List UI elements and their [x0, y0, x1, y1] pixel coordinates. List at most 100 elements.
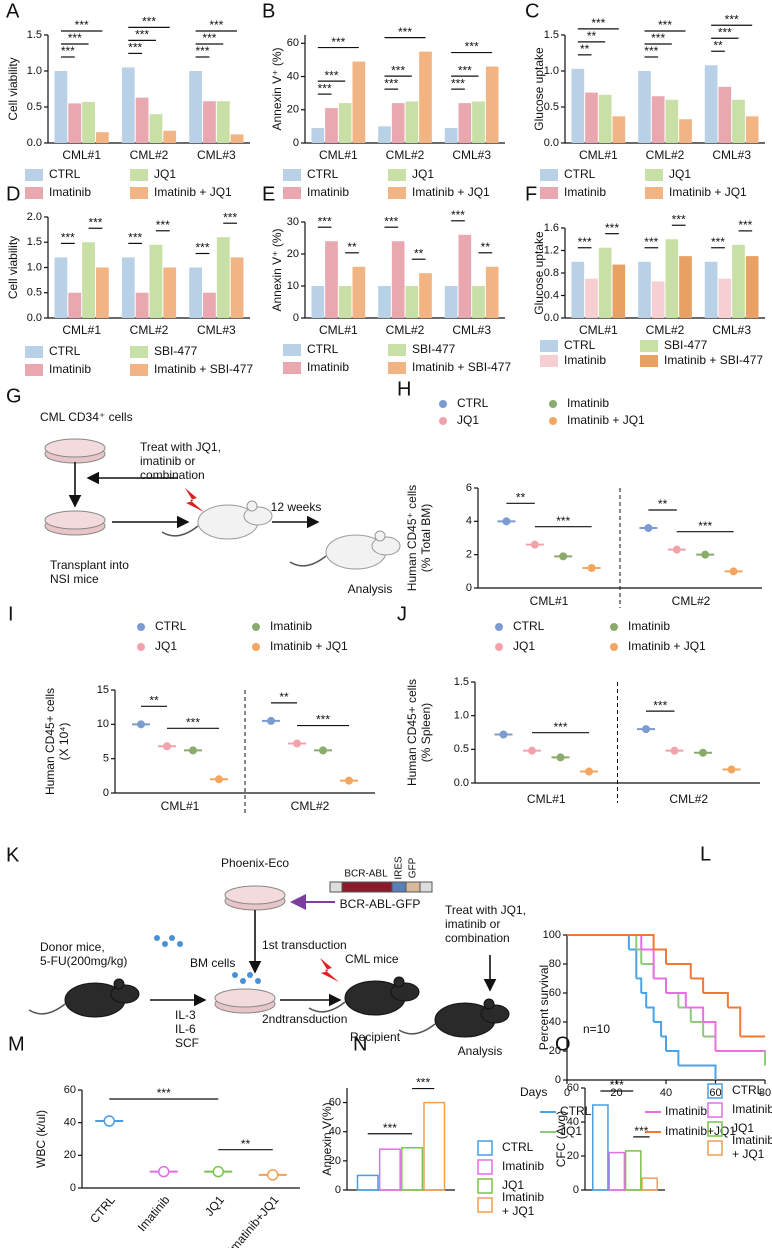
significance-label: ***: [157, 1086, 171, 1100]
x-axis-label: Days: [520, 1085, 547, 1099]
legend-label: JQ1: [412, 167, 434, 181]
significance-label: ***: [711, 235, 725, 249]
significance-label: ***: [384, 214, 398, 228]
bar: [54, 257, 68, 318]
significance-label: ***: [61, 231, 75, 245]
bar: [68, 292, 82, 318]
x-tick-label: JQ1: [202, 1193, 227, 1219]
legend-label: CTRL: [502, 1140, 534, 1154]
legend-label: Imatinib: [307, 185, 349, 199]
dish: [224, 885, 286, 911]
x-tick-label: CML#1: [319, 323, 358, 337]
legend-label: JQ1: [155, 639, 177, 653]
legend-swatch: [439, 400, 447, 408]
y-tick-label: 0: [555, 1074, 561, 1086]
y-tick-label: 0.8: [544, 267, 559, 279]
dot: [644, 524, 653, 532]
legend-label: JQ1: [513, 639, 535, 653]
legend-swatch: [540, 355, 558, 367]
survival-step: [690, 977, 705, 993]
transplant-label: Transplant into NSI mice: [50, 558, 129, 586]
significance-label: ***: [718, 25, 732, 39]
significance-label: ***: [202, 31, 216, 45]
bar: [189, 267, 203, 318]
cytokine-label: IL-6: [175, 1022, 196, 1036]
y-tick-label: 1.5: [27, 29, 42, 41]
bar: [405, 286, 419, 318]
dot: [701, 550, 710, 559]
dish: [214, 988, 276, 1014]
legend-swatch: [477, 1159, 493, 1175]
bar: [54, 71, 68, 143]
survival-step: [666, 992, 687, 1008]
x-tick-label: 20: [610, 1087, 622, 1099]
legend-label: CTRL: [307, 342, 339, 356]
bar: [608, 1151, 626, 1191]
bar: [458, 103, 472, 143]
bar: [121, 257, 135, 318]
significance-label: ***: [465, 40, 479, 54]
legend-label: JQ1: [457, 413, 479, 427]
x-tick-label: CML#2: [130, 323, 169, 337]
significance-label: ***: [725, 12, 739, 26]
survival-step: [653, 977, 667, 993]
significance-label: **: [481, 240, 491, 254]
bar: [338, 103, 352, 143]
panel-label: I: [8, 603, 14, 625]
bar: [472, 286, 485, 318]
legend-label: Imatinib + JQ1: [669, 185, 747, 199]
y-tick-label: 60: [567, 1082, 579, 1094]
bar: [679, 256, 692, 318]
vector-segment: [341, 881, 393, 893]
legend-swatch: [137, 623, 145, 631]
x-tick-label: CML#1: [319, 148, 358, 162]
survival-step: [666, 1050, 680, 1066]
significance-label: ***: [318, 81, 332, 95]
legend-label: Imatinib + JQ1: [628, 639, 706, 653]
bar: [665, 239, 679, 318]
significance-label: ***: [196, 44, 210, 58]
panel-label: C: [525, 0, 539, 22]
bar: [391, 241, 405, 318]
bar: [230, 257, 244, 318]
panel-label: B: [262, 0, 275, 22]
y-axis-label: Human CD45+ cells(X 10⁴): [43, 688, 71, 795]
significance-label: ***: [75, 18, 89, 32]
legend-swatch: [388, 362, 406, 374]
y-tick-label: 0.5: [454, 743, 469, 755]
x-tick-label: CML#1: [62, 323, 101, 337]
y-tick-label: 60: [329, 1096, 341, 1108]
bar: [704, 261, 718, 318]
x-tick-label: CML#2: [672, 594, 711, 608]
significance-label: ***: [451, 76, 465, 90]
dot: [559, 552, 568, 561]
legend-swatch: [707, 1121, 723, 1137]
survival-step: [567, 934, 643, 950]
bar: [732, 99, 745, 143]
x-tick-label: Imatinib: [135, 1193, 173, 1234]
y-tick-label: 80: [549, 958, 561, 970]
y-axis-label: CFC (Avg): [554, 1111, 568, 1167]
bar: [571, 261, 585, 318]
significance-label: ***: [316, 713, 330, 727]
bar: [378, 126, 391, 143]
y-axis-label: Human CD45+ cells(% Spleen): [405, 679, 433, 786]
significance-label: ***: [61, 44, 75, 58]
legend-swatch: [707, 1140, 723, 1156]
panel-label: L: [700, 843, 711, 865]
y-tick-label: 0: [335, 1184, 341, 1196]
dot: [267, 716, 275, 725]
legend-label: CTRL: [49, 167, 81, 181]
survival-step: [703, 1035, 717, 1051]
significance-label: ***: [644, 235, 658, 249]
cells-label: CML CD34⁺ cells: [40, 410, 133, 424]
survival-step: [628, 948, 638, 979]
y-tick-label: 20: [287, 248, 299, 260]
step-label: 2ndtransduction: [262, 1012, 347, 1026]
y-tick-label: 0.5: [544, 101, 559, 113]
y-tick-label: 1.6: [544, 222, 559, 234]
survival-step: [646, 1006, 655, 1022]
y-tick-label: 1.2: [544, 244, 559, 256]
survival-step: [666, 992, 680, 1008]
legend-swatch: [25, 346, 43, 358]
